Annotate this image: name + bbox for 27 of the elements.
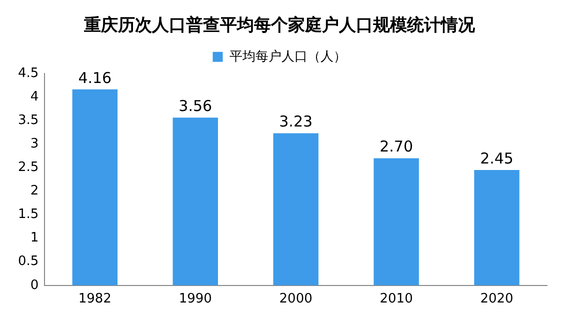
bar [273,133,318,286]
y-tick-label: 0.5 [18,254,39,270]
y-tick-label: 2.5 [18,160,39,175]
y-tick-label: 1.5 [18,207,39,222]
x-tick-label: 2010 [380,292,413,307]
x-tick-label: 1982 [78,292,112,307]
y-tick-label: 2 [30,184,39,199]
bar [172,118,218,286]
y-tick-label: 3 [30,136,39,152]
y-tick-label: 4 [30,89,39,104]
bar [474,170,520,286]
y-tick-label: 0 [30,278,39,293]
chart-title: 重庆历次人口普查平均每个家庭户人口规模统计情况 [83,14,476,36]
bar [72,89,118,286]
legend-label: 平均每户人口（人） [229,49,346,64]
x-tick-label: 1990 [178,292,212,307]
bar [374,158,419,286]
x-tick-label: 2020 [480,292,514,307]
data-label: 2.45 [480,149,514,168]
data-label: 3.56 [178,97,212,116]
data-label: 2.70 [380,138,414,156]
x-tick-label: 2000 [279,292,312,307]
data-label: 4.16 [78,68,112,87]
data-label: 3.23 [279,112,313,131]
y-tick-label: 4.5 [18,66,39,81]
y-tick-label: 3.5 [18,112,39,128]
y-tick-label: 1 [30,230,39,246]
